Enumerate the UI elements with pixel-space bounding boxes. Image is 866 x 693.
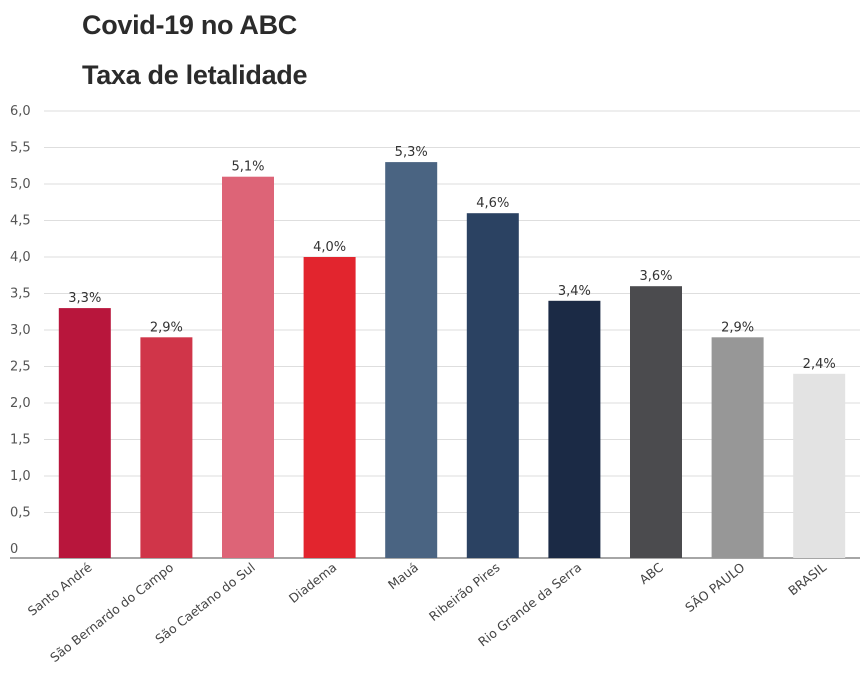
category-label: ABC xyxy=(636,559,666,587)
bar xyxy=(303,257,356,558)
category-label: Mauá xyxy=(385,560,421,593)
y-tick-label: 2,5 xyxy=(10,360,31,375)
data-label: 2,4% xyxy=(803,357,836,372)
category-label: Diadema xyxy=(286,560,340,606)
bar xyxy=(466,213,519,558)
data-label: 2,9% xyxy=(150,320,183,335)
data-label: 2,9% xyxy=(721,320,754,335)
data-label: 5,3% xyxy=(395,145,428,160)
y-tick-label: 0,5 xyxy=(10,506,31,521)
data-label: 3,6% xyxy=(639,269,672,284)
y-tick-label: 5,0 xyxy=(10,177,31,192)
y-tick-label: 6,0 xyxy=(10,104,31,119)
y-tick-label: 3,5 xyxy=(10,287,31,302)
data-label: 3,3% xyxy=(68,291,101,306)
bar xyxy=(58,308,111,558)
data-label: 4,6% xyxy=(476,196,509,211)
data-label: 3,4% xyxy=(558,284,591,299)
chart-title: Covid-19 no ABC xyxy=(82,10,298,40)
category-label: Santo André xyxy=(25,559,95,618)
y-tick-label: 3,0 xyxy=(10,323,31,338)
data-label: 5,1% xyxy=(231,160,264,175)
bar xyxy=(548,300,601,558)
category-label: Ribeirão Pires xyxy=(426,560,503,624)
bar xyxy=(711,337,764,558)
bar xyxy=(385,162,438,558)
bar xyxy=(222,176,274,558)
y-tick-label: 1,0 xyxy=(10,469,31,484)
y-tick-label: 0 xyxy=(10,542,18,557)
y-tick-label: 1,5 xyxy=(10,433,31,448)
bar xyxy=(793,373,846,558)
data-label: 4,0% xyxy=(313,240,346,255)
y-tick-label: 5,5 xyxy=(10,141,31,156)
category-label: SÃO PAULO xyxy=(682,559,747,615)
y-tick-label: 2,0 xyxy=(10,396,31,411)
y-tick-label: 4,0 xyxy=(10,250,31,265)
bar xyxy=(630,286,682,558)
category-label: BRASIL xyxy=(785,560,829,599)
y-tick-label: 4,5 xyxy=(10,214,31,229)
chart-subtitle: Taxa de letalidade xyxy=(82,60,308,90)
bar xyxy=(140,337,193,558)
